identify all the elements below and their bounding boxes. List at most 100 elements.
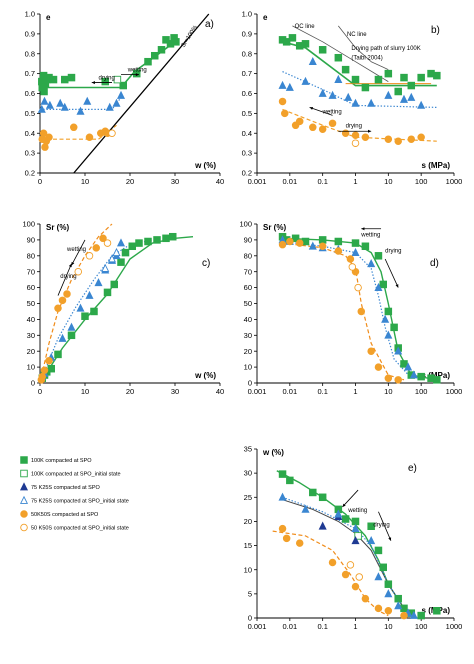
- data-point-square: [101, 77, 109, 86]
- data-point-square: [374, 546, 383, 555]
- data-point-circle: [295, 539, 304, 547]
- panel-a: 0 10 20 30 40 0.2 0.3 0.4 0.5 0.6 0.7 0.8 0.9 1.0 e w (…: [25, 10, 225, 186]
- x-tick-label: 40: [216, 177, 224, 186]
- path-arrow: [342, 489, 359, 508]
- series-line: [73, 13, 210, 174]
- annotation: OC line: [295, 24, 316, 30]
- data-point-triangle: [308, 56, 317, 66]
- data-point-square: [400, 360, 408, 368]
- data-point-triangle: [301, 76, 310, 85]
- y-tick-label: 20: [27, 347, 35, 356]
- data-point-triangle_open: [101, 263, 110, 272]
- annotation: drying: [99, 76, 115, 82]
- path-arrow: [71, 239, 86, 266]
- data-point-triangle: [374, 282, 383, 291]
- data-point-circle: [282, 534, 291, 543]
- data-point-square: [351, 75, 360, 84]
- arrow-head: [91, 81, 95, 85]
- annotation: drying: [385, 249, 401, 255]
- arrow-head: [368, 129, 372, 133]
- data-point-circle_open: [355, 573, 363, 581]
- data-point-circle: [40, 366, 49, 375]
- data-point-triangle: [334, 74, 343, 83]
- data-point-circle_open: [346, 561, 355, 569]
- data-point-square_open: [354, 532, 362, 540]
- legend-marker: [19, 482, 29, 491]
- y-tick-label: 70: [27, 267, 35, 276]
- y-tick-label: 10: [27, 363, 35, 372]
- data-point-circle: [280, 109, 289, 118]
- y-tick-label: 1.0: [242, 10, 252, 19]
- x-tick-label: 10: [81, 387, 89, 396]
- data-point-square: [433, 376, 441, 384]
- data-point-triangle: [409, 370, 418, 379]
- data-point-triangle: [45, 100, 54, 109]
- arrow-head: [71, 261, 75, 266]
- data-point-circle: [45, 356, 53, 365]
- panel-b: 0.001 0.01 0.1 1 10 100 1000 0.2 0.3 0.4 0.5 0.6 0.7…: [242, 10, 463, 186]
- data-point-triangle: [40, 96, 49, 105]
- data-point-square: [351, 239, 360, 247]
- data-point-triangle: [351, 98, 360, 107]
- annotation: drying: [346, 123, 362, 129]
- data-point-square: [291, 234, 300, 243]
- data-point-circle: [99, 234, 107, 243]
- x-tick-label: 0.1: [317, 387, 327, 396]
- data-point-square: [379, 280, 387, 289]
- data-point-circle: [384, 374, 393, 382]
- data-point-circle: [45, 133, 53, 141]
- annotation: wetting: [127, 68, 147, 74]
- data-point-triangle: [285, 82, 294, 91]
- arrow-head: [135, 73, 139, 77]
- data-point-triangle: [374, 572, 383, 581]
- annotation: wetting: [347, 508, 367, 514]
- y-tick-label: 0.2: [25, 169, 35, 178]
- data-point-square: [144, 237, 152, 246]
- legend-label: 50K50S compacted at SPO: [31, 512, 99, 518]
- y-tick-label: 0.6: [25, 89, 35, 98]
- data-point-square: [400, 73, 408, 82]
- data-point-square_open: [113, 75, 122, 84]
- series-line: [282, 240, 412, 379]
- data-point-circle: [295, 239, 304, 247]
- x-tick-label: 0.001: [248, 622, 267, 631]
- y-tick-label: 20: [244, 347, 252, 356]
- series-line: [282, 71, 437, 108]
- data-point-circle: [69, 123, 78, 132]
- data-point-square: [384, 307, 393, 316]
- x-tick-label: 40: [216, 387, 224, 396]
- y-tick-label: 0.7: [242, 69, 252, 78]
- data-point-circle: [318, 242, 327, 251]
- data-point-square: [318, 46, 327, 54]
- data-point-triangle: [56, 98, 65, 107]
- y-tick-label: 60: [27, 283, 35, 292]
- series-line: [39, 223, 113, 384]
- data-point-triangle: [116, 238, 126, 247]
- data-point-triangle: [308, 241, 317, 250]
- data-point-circle_open: [354, 283, 362, 292]
- data-point-circle: [361, 133, 370, 141]
- data-point-square: [417, 73, 425, 82]
- x-tick-label: 30: [171, 177, 179, 186]
- data-point-square: [361, 83, 370, 92]
- legend-marker: [20, 523, 28, 532]
- x-tick-label: 1000: [446, 177, 463, 186]
- y-tick-label: 0.7: [25, 69, 35, 78]
- data-point-circle: [41, 143, 49, 151]
- data-point-triangle: [301, 504, 310, 513]
- x-tick-label: 100: [415, 177, 428, 186]
- data-point-triangle: [278, 492, 287, 501]
- x-axis-label: w (%): [194, 161, 216, 170]
- data-point-triangle: [367, 259, 376, 268]
- data-point-square: [394, 87, 402, 96]
- data-point-circle: [278, 524, 287, 533]
- data-point-triangle: [367, 536, 376, 545]
- data-point-circle: [361, 594, 370, 603]
- data-point-circle: [394, 137, 402, 145]
- data-point-circle: [417, 133, 425, 141]
- path-arrow: [384, 258, 399, 288]
- data-point-square: [334, 53, 343, 62]
- panel-d: 0.001 0.01 0.1 1 10 100 1000 0 10 20 30 40 50 60 70 80 9…: [239, 220, 462, 396]
- x-tick-label: 0: [38, 177, 42, 186]
- data-point-triangle: [60, 102, 69, 111]
